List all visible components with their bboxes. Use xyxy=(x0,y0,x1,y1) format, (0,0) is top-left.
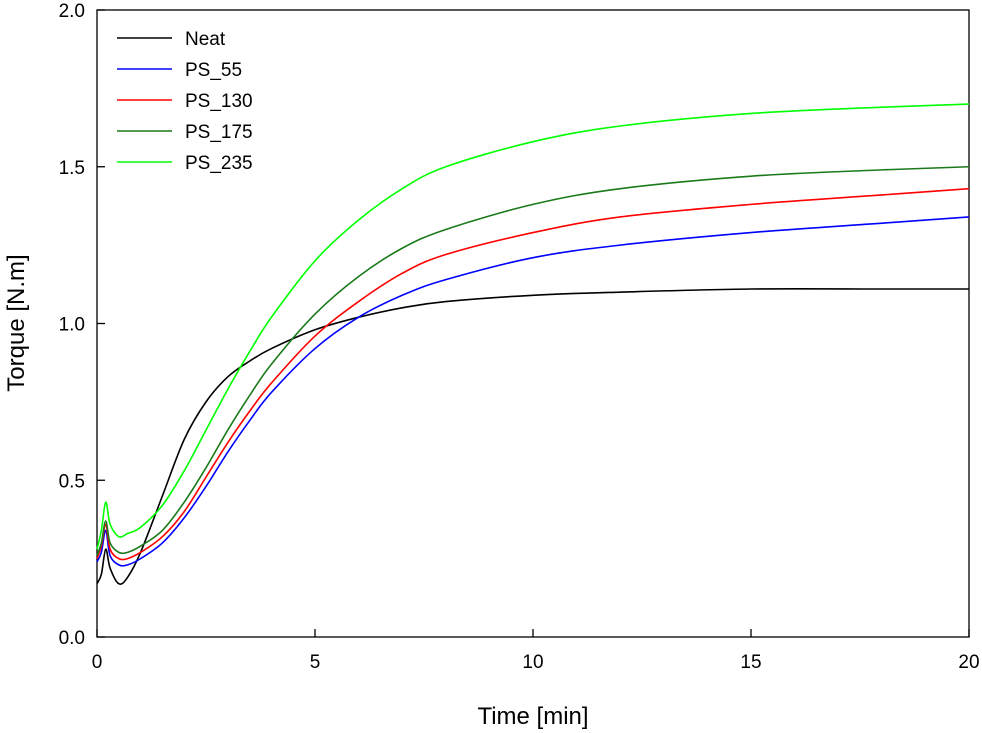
legend-label: PS_175 xyxy=(185,122,253,143)
y-axis-title: Torque [N.m] xyxy=(3,254,30,391)
series-line-ps-235 xyxy=(96,103,970,550)
y-tick-label: 0.0 xyxy=(59,628,85,649)
legend-label: PS_130 xyxy=(185,91,253,112)
y-tick-label: 0.5 xyxy=(59,471,85,492)
series-line-ps-175 xyxy=(96,165,970,556)
legend: Neat PS_55 PS_130 PS_175 PS_235 xyxy=(117,29,253,174)
x-tick-label: 15 xyxy=(740,652,761,673)
y-axis: 0.0 0.5 1.0 1.5 2.0 xyxy=(59,1,105,649)
y-tick-label: 1.0 xyxy=(59,315,85,336)
x-axis-title: Time [min] xyxy=(477,703,588,730)
legend-label: PS_235 xyxy=(185,153,253,174)
legend-label: Neat xyxy=(185,29,226,50)
x-axis: 0 5 10 15 20 xyxy=(92,629,980,673)
x-tick-label: 0 xyxy=(92,652,103,673)
series-line-ps-55 xyxy=(96,216,970,567)
series-line-neat xyxy=(96,287,969,585)
series-lines xyxy=(96,103,970,585)
legend-label: PS_55 xyxy=(185,60,242,81)
y-tick-label: 1.5 xyxy=(59,158,85,179)
y-tick-label: 2.0 xyxy=(59,1,85,22)
series-line-ps-130 xyxy=(96,187,970,561)
x-tick-label: 10 xyxy=(522,652,543,673)
x-tick-label: 20 xyxy=(958,652,979,673)
x-tick-label: 5 xyxy=(310,652,321,673)
